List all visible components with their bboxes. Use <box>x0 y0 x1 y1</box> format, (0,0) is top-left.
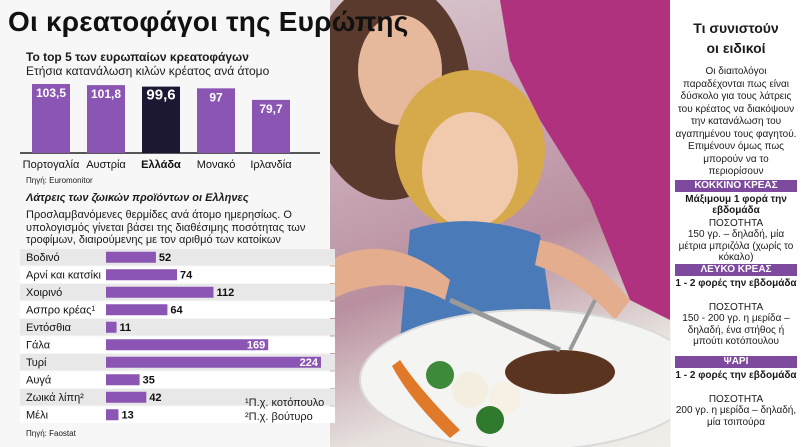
top5-bar <box>87 85 125 153</box>
top5-bar <box>32 84 70 153</box>
white-meat-frequency: 1 - 2 φορές την εβδομάδα <box>675 278 797 289</box>
daily-chart-description: Προσλαμβανόμενες θερμίδες ανά άτομο ημερ… <box>26 209 306 246</box>
daily-category-label: Αυγά <box>26 375 52 387</box>
daily-value-label: 224 <box>300 357 319 369</box>
fish-frequency: 1 - 2 φορές την εβδομάδα <box>675 370 797 381</box>
daily-calories-bar-chart: Βοδινό 52 Αρνί και κατσίκι 74 Χοιρινό 112 Ασπρ… <box>20 249 335 423</box>
photo-mother-and-child <box>330 0 670 447</box>
fork <box>568 299 597 351</box>
top5-source: Πηγή: Euromonitor <box>26 176 93 185</box>
red-meat-label: ΚΟΚΚΙΝΟ ΚΡΕΑΣ <box>675 180 797 192</box>
panel-intro: Οι διαιτολόγοι παραδέχονται πως είναι δύ… <box>675 66 797 177</box>
daily-row-background <box>20 371 335 388</box>
top5-category-label: Αυστρία <box>86 159 126 171</box>
panel-title: Τι συνιστούν οι ειδικοί <box>671 18 801 58</box>
top5-value-label: 99,6 <box>146 87 175 104</box>
daily-chart-title: Λάτρεις των ζωικών προϊόντων οι Ελληνες <box>26 192 249 204</box>
daily-bar <box>106 339 269 351</box>
daily-value-label: 52 <box>159 252 171 264</box>
daily-category-label: Τυρί <box>26 357 47 369</box>
cauliflower-2 <box>489 382 521 414</box>
daily-category-label: Αρνί και κατσίκι <box>26 270 101 282</box>
daily-value-label: 112 <box>217 287 235 299</box>
daily-category-label: Γάλα <box>26 340 51 352</box>
broccoli-2 <box>476 406 504 434</box>
daily-value-label: 11 <box>120 322 132 334</box>
red-meat-quantity-label: ΠΟΣΟΤΗΤΑ <box>708 218 764 229</box>
top5-category-label: Μονακό <box>197 159 236 171</box>
daily-row-background <box>20 406 335 423</box>
fish-quantity-label: ΠΟΣΟΤΗΤΑ <box>708 394 764 405</box>
top5-chart-title: Το top 5 των ευρωπαίων κρεατοφάγων <box>26 50 249 64</box>
top5-bar <box>142 86 180 153</box>
daily-row-background <box>20 389 335 406</box>
red-meat-quantity: 150 γρ. – δηλαδή, μία μέτρια μπριζόλα (χ… <box>678 229 794 263</box>
red-meat-frequency: Μάξιμουμ 1 φορά την εβδομάδα <box>685 194 787 216</box>
fish-quantity: 200 γρ. η μερίδα – δηλαδή, μία τσιπούρα <box>675 405 797 428</box>
top5-category-label: Ιρλανδία <box>250 159 292 171</box>
broccoli <box>426 361 454 389</box>
daily-category-label: Ασπρο κρέας¹ <box>26 305 95 317</box>
top5-value-label: 101,8 <box>91 87 121 101</box>
photo-illustration <box>330 0 670 447</box>
arm-right <box>535 240 630 320</box>
daily-category-label: Ζωικά λίπη² <box>26 392 84 404</box>
fish-label: ΨΑΡΙ <box>675 356 797 368</box>
steak <box>505 350 615 394</box>
daily-bar <box>106 409 119 421</box>
daily-value-label: 35 <box>143 375 155 387</box>
daily-category-label: Χοιρινό <box>26 287 62 299</box>
daily-value-label: 169 <box>247 340 265 352</box>
child-face <box>422 112 518 228</box>
top5-category-label: Πορτογαλία <box>23 159 80 171</box>
carrot <box>392 360 460 438</box>
footnote-poultry: ¹Π.χ. κοτόπουλο <box>245 397 325 409</box>
daily-bar <box>106 391 147 403</box>
page-title: Οι κρεατοφάγοι της Ευρώπης <box>8 6 409 37</box>
daily-bar <box>106 251 156 263</box>
daily-bar <box>106 356 321 368</box>
cauliflower <box>452 372 488 408</box>
panel-title-line1: Τι συνιστούν <box>693 20 779 36</box>
top5-bar <box>197 88 235 153</box>
white-meat-quantity-label: ΠΟΣΟΤΗΤΑ <box>708 302 764 313</box>
daily-category-label: Βοδινό <box>26 252 60 264</box>
top5-bar-chart: 103,5 Πορτογαλία 101,8 Αυστρία 99,6 Ελλάδα 97 Μ… <box>20 84 320 171</box>
daily-row-background <box>20 266 335 283</box>
daily-bar <box>106 374 140 386</box>
arm-left <box>330 248 450 300</box>
top5-category-label: Ελλάδα <box>141 159 181 171</box>
white-meat-quantity: 150 - 200 γρ. η μερίδα – δηλαδή, ένα στή… <box>682 313 790 347</box>
top5-value-label: 79,7 <box>259 102 283 116</box>
daily-category-label: Εντόσθια <box>26 322 72 334</box>
daily-bar <box>106 321 117 333</box>
daily-value-label: 74 <box>180 270 193 282</box>
mother-shirt <box>500 0 670 320</box>
top5-value-label: 103,5 <box>36 86 66 100</box>
daily-bar <box>106 286 214 298</box>
daily-value-label: 13 <box>121 410 133 422</box>
top5-chart-subtitle: Ετήσια κατανάλωση κιλών κρέατος ανά άτομ… <box>26 64 270 78</box>
daily-bar <box>106 269 178 281</box>
panel-title-line2: οι ειδικοί <box>706 40 766 56</box>
footnote-butter: ²Π.χ. βούτυρο <box>245 411 313 423</box>
daily-value-label: 42 <box>149 392 161 404</box>
white-meat-label: ΛΕΥΚΟ ΚΡΕΑΣ <box>675 264 797 276</box>
experts-panel: Τι συνιστούν οι ειδικοί Οι διαιτολόγοι π… <box>671 0 801 447</box>
daily-bar <box>106 304 168 316</box>
top5-bar <box>252 99 290 153</box>
daily-row-background <box>20 319 335 336</box>
knife <box>448 297 562 353</box>
daily-value-label: 64 <box>170 305 183 317</box>
daily-row-background <box>20 301 335 318</box>
daily-row-background <box>20 249 335 266</box>
daily-category-label: Μέλι <box>26 410 49 422</box>
daily-source: Πηγή: Faostat <box>26 429 76 438</box>
top5-value-label: 97 <box>209 90 223 104</box>
